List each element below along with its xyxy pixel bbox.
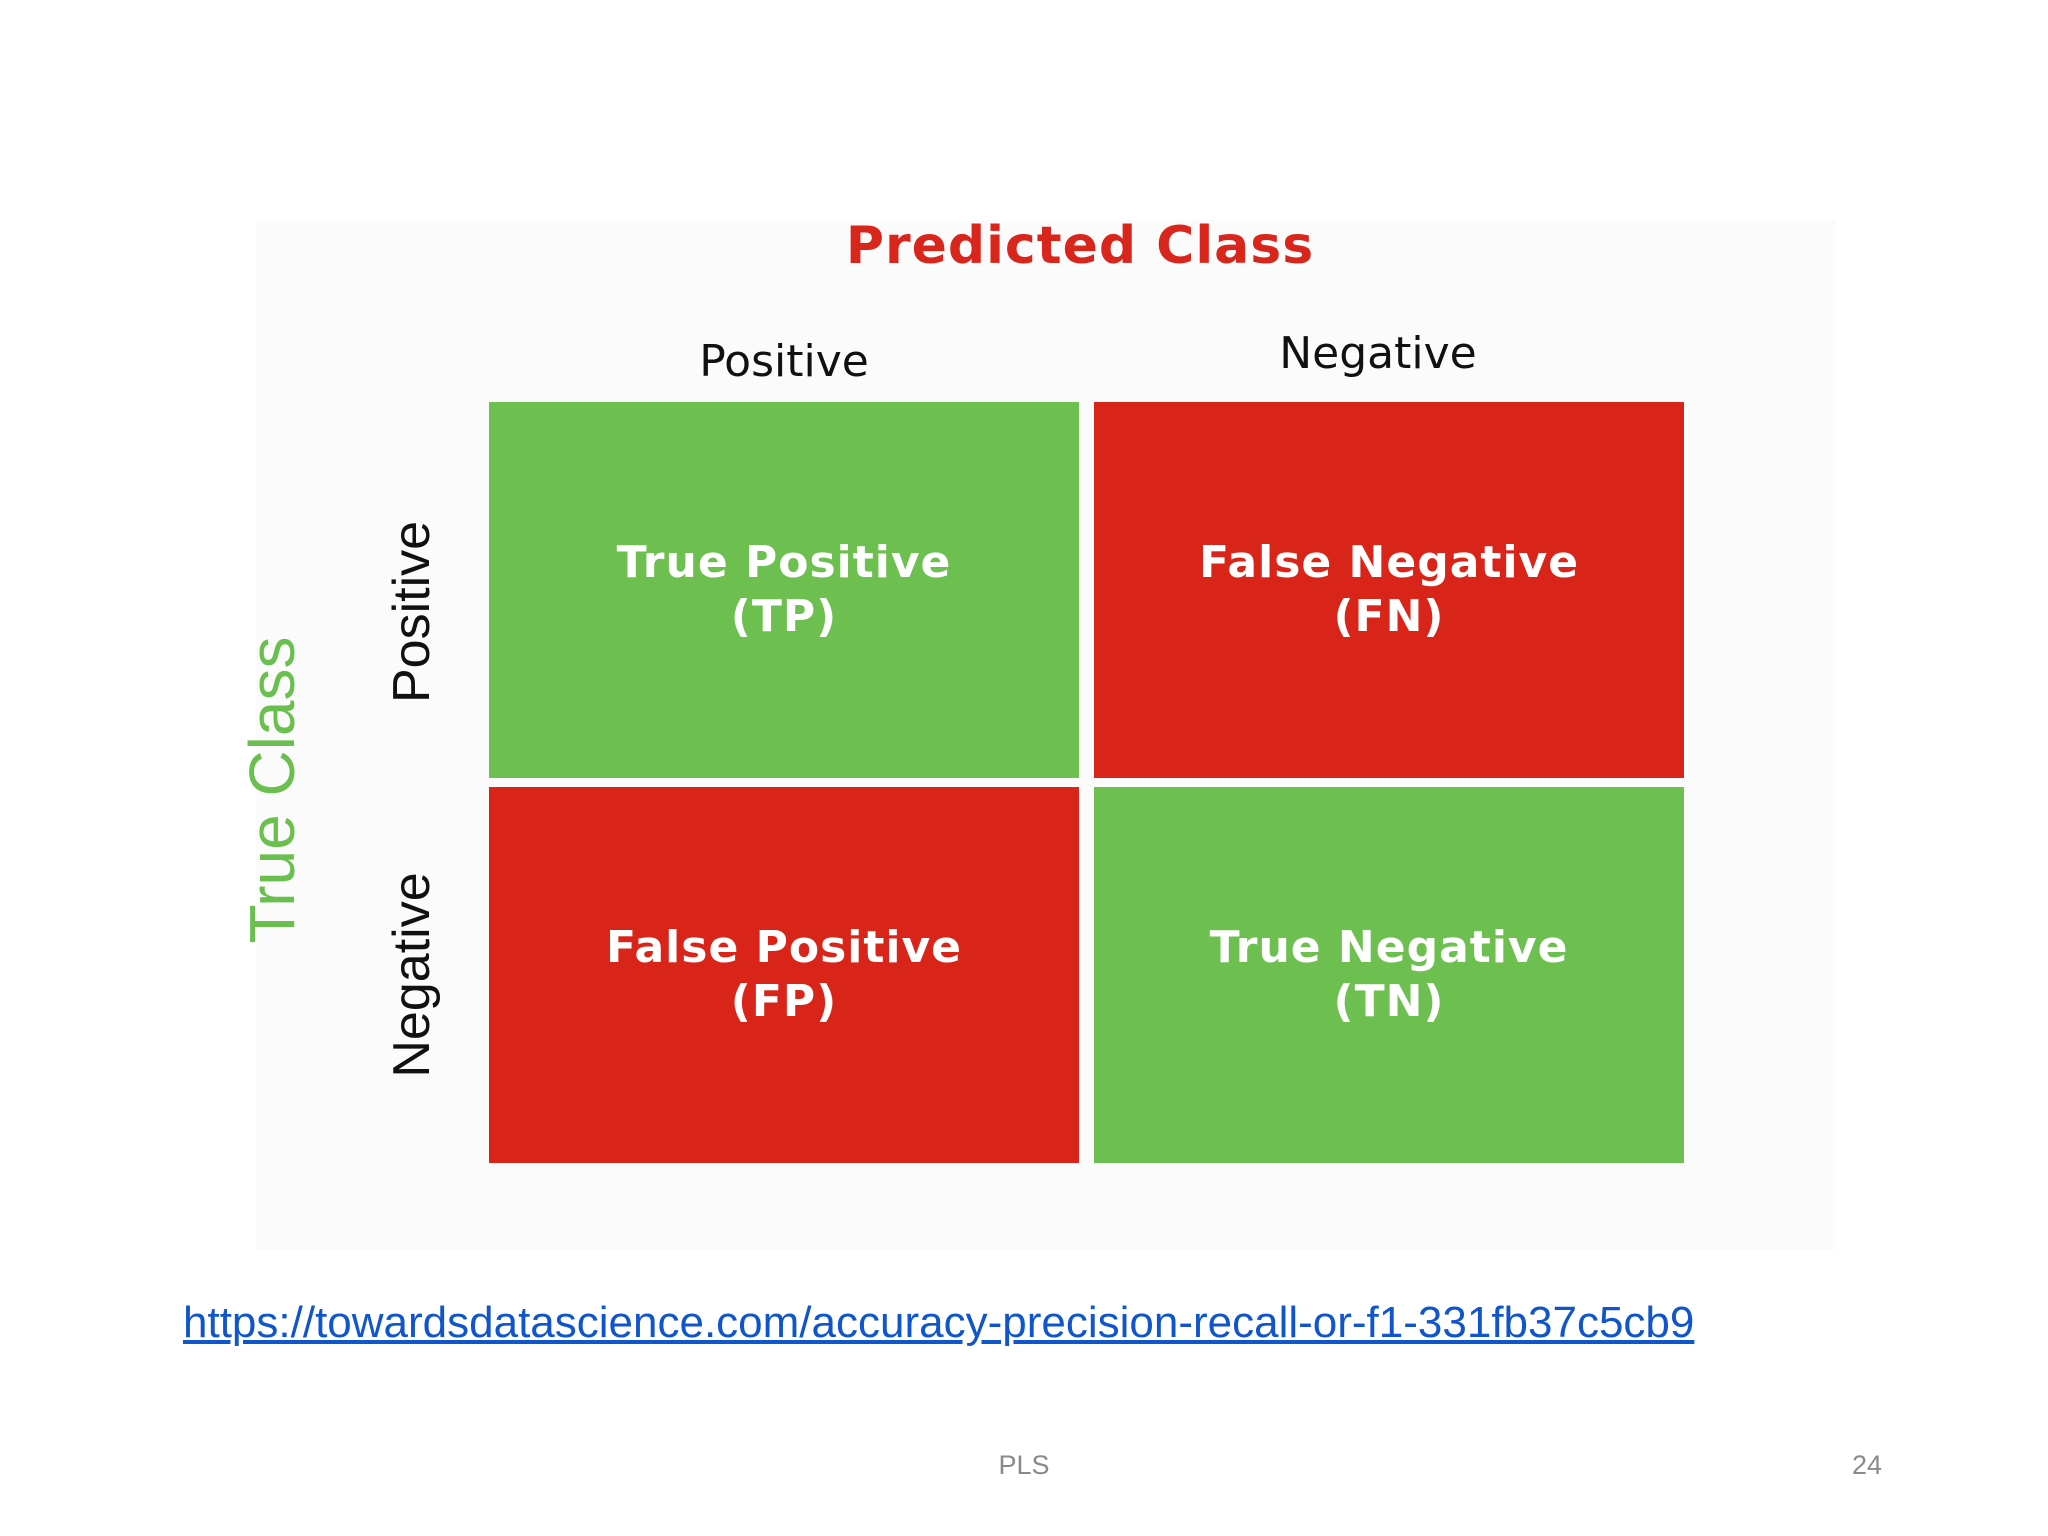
cell-true-positive-label: True Positive <box>616 537 952 588</box>
cell-false-negative: False Negative (FN) <box>1094 402 1684 778</box>
cell-false-positive-label: False Positive <box>606 922 962 973</box>
cell-true-positive: True Positive (TP) <box>489 402 1079 778</box>
cell-true-negative-abbr: (TN) <box>1333 976 1445 1027</box>
cell-false-negative-label: False Negative <box>1198 537 1580 588</box>
source-link[interactable]: https://towardsdatascience.com/accuracy-… <box>183 1298 1695 1347</box>
cell-true-negative-label: True Negative <box>1209 922 1569 973</box>
cell-true-negative: True Negative (TN) <box>1094 787 1684 1163</box>
cell-true-positive-abbr: (TP) <box>730 591 838 642</box>
cell-false-negative-abbr: (FN) <box>1333 591 1445 642</box>
cell-false-positive-abbr: (FP) <box>730 976 838 1027</box>
predicted-class-title: Predicted Class <box>845 216 1315 276</box>
cell-false-positive: False Positive (FP) <box>489 787 1079 1163</box>
footer-label: PLS <box>998 1450 1050 1480</box>
row-header-positive: Positive <box>383 520 441 704</box>
true-class-title: True Class <box>236 636 308 944</box>
column-header-positive: Positive <box>699 336 869 387</box>
page-number: 24 <box>1852 1450 1883 1480</box>
column-header-negative: Negative <box>1279 328 1477 379</box>
row-header-negative: Negative <box>383 872 441 1078</box>
